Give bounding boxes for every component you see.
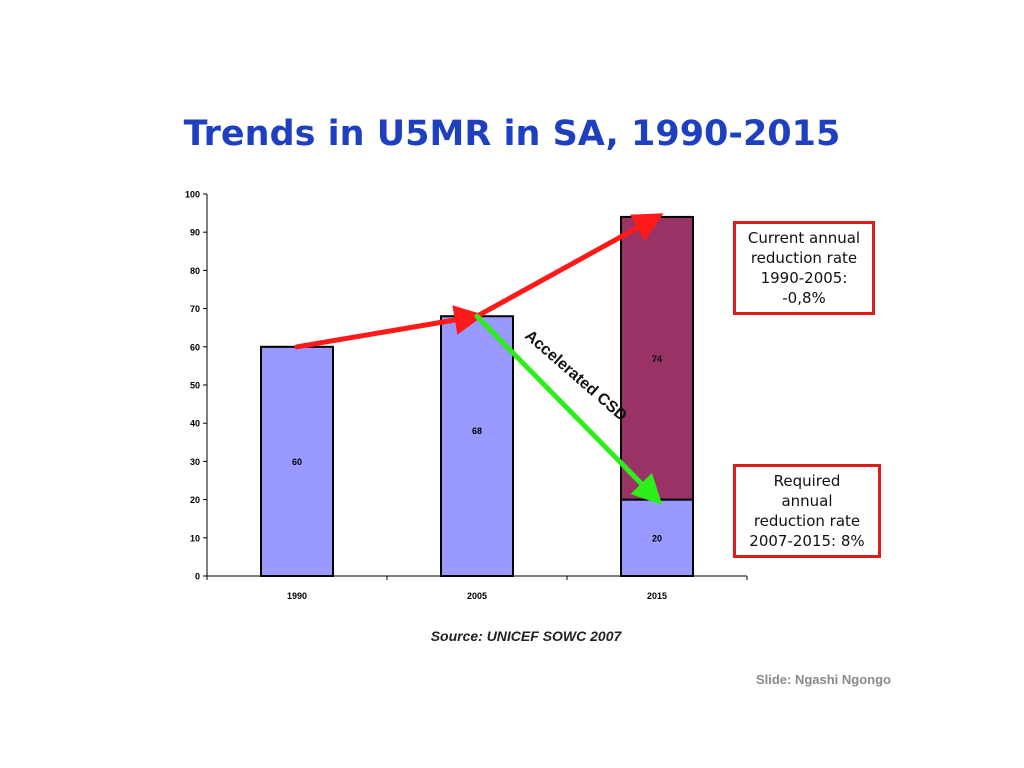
y-tick-label: 50 (190, 381, 200, 391)
bar-2015-series-2 (620, 215, 694, 501)
bar-2015-series-1 (620, 498, 694, 578)
data-label: 20 (652, 533, 662, 543)
green-arrow (474, 313, 663, 505)
bar-1990-series-1 (260, 345, 334, 577)
y-tick-label: 20 (190, 495, 200, 505)
y-tick-label: 10 (190, 533, 200, 543)
data-labels: 60 68 20 74 (292, 354, 662, 544)
source-note: Source: UNICEF SOWC 2007 (430, 628, 622, 644)
trend-arrows (294, 213, 664, 505)
y-tick-label: 60 (190, 342, 200, 352)
required-rate-callout: Required annual reduction rate 2007-2015… (733, 464, 881, 558)
x-tick-label: 2005 (467, 591, 487, 601)
red-arrow (474, 213, 664, 319)
y-tick-label: 40 (190, 419, 200, 429)
y-tick-label: 80 (190, 266, 200, 276)
data-label: 60 (292, 457, 302, 467)
bar-2005-series-1 (440, 315, 514, 577)
current-rate-callout: Current annual reduction rate 1990-2005:… (733, 221, 875, 315)
bars (260, 215, 694, 578)
y-tick-label: 90 (190, 228, 200, 238)
x-tick-label: 2015 (647, 591, 667, 601)
x-tick-label: 1990 (287, 591, 307, 601)
y-tick-label: 0 (195, 572, 200, 582)
y-tick-label: 100 (185, 190, 200, 200)
data-label: 74 (652, 354, 662, 364)
slide-credit: Slide: Ngashi Ngongo (755, 672, 891, 687)
data-label: 68 (472, 426, 482, 436)
y-tick-label: 70 (190, 304, 200, 314)
red-arrow (294, 305, 485, 350)
chart-title: Trends in U5MR in SA, 1990-2015 (183, 114, 841, 154)
y-tick-label: 30 (190, 457, 200, 467)
